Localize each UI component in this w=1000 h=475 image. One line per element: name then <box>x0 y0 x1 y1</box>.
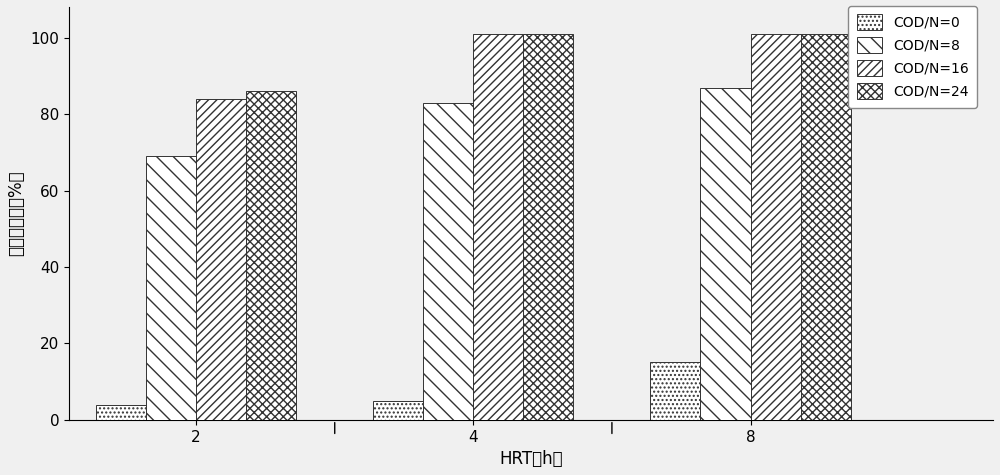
Y-axis label: 础氮去除率（%）: 础氮去除率（%） <box>7 171 25 256</box>
Bar <box>751 34 801 420</box>
Bar <box>423 103 473 420</box>
Bar <box>523 34 573 420</box>
Bar <box>373 401 423 420</box>
Bar <box>650 362 700 420</box>
Bar <box>801 34 851 420</box>
Bar <box>473 34 523 420</box>
Bar <box>146 156 196 420</box>
Bar <box>700 87 751 420</box>
X-axis label: HRT（h）: HRT（h） <box>499 450 563 468</box>
Bar <box>96 405 146 420</box>
Bar <box>196 99 246 420</box>
Legend: COD/N=0, COD/N=8, COD/N=16, COD/N=24: COD/N=0, COD/N=8, COD/N=16, COD/N=24 <box>848 6 977 108</box>
Bar <box>246 91 296 420</box>
